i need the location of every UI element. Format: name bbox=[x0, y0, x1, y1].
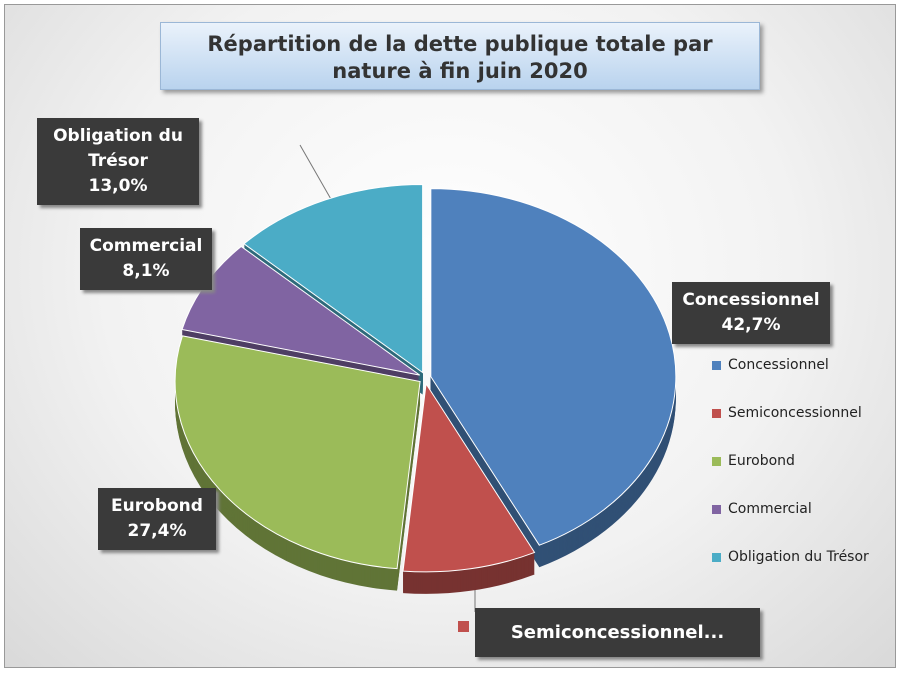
chart-title: Répartition de la dette publique totale … bbox=[160, 22, 760, 90]
label-value: 13,0% bbox=[88, 176, 148, 196]
label-value: 8,1% bbox=[122, 261, 170, 281]
legend-text: Commercial bbox=[728, 501, 812, 517]
legend-text: Semiconcessionnel bbox=[728, 405, 862, 421]
label-value: 42,7% bbox=[721, 315, 781, 335]
slice bbox=[174, 335, 421, 570]
legend-swatch bbox=[712, 361, 721, 370]
legend-item: Eurobond bbox=[712, 452, 892, 500]
label-name: Obligation du Trésor bbox=[53, 126, 183, 171]
legend-text: Concessionnel bbox=[728, 357, 829, 373]
label-name: Commercial bbox=[89, 236, 203, 256]
legend-text: Eurobond bbox=[728, 453, 795, 469]
legend-text: Obligation du Trésor bbox=[728, 549, 869, 565]
data-label: Eurobond 27,4% bbox=[98, 488, 216, 550]
legend-item: Commercial bbox=[712, 500, 892, 548]
data-label: Semiconcessionnel... bbox=[475, 608, 760, 657]
leader-line bbox=[299, 144, 337, 209]
legend-swatch bbox=[712, 409, 721, 418]
slice bbox=[430, 188, 677, 546]
data-label: Obligation du Trésor 13,0% bbox=[37, 118, 199, 205]
data-label: Concessionnel 42,7% bbox=[672, 282, 830, 344]
slice bbox=[243, 183, 424, 374]
legend-item: Concessionnel bbox=[712, 356, 892, 404]
label-name: Concessionnel bbox=[682, 290, 820, 310]
legend-item: Obligation du Trésor bbox=[712, 548, 892, 596]
legend-item: Semiconcessionnel bbox=[712, 404, 892, 452]
legend-swatch bbox=[712, 505, 721, 514]
legend: Concessionnel Semiconcessionnel Eurobond Co… bbox=[712, 356, 892, 596]
label-name: Eurobond bbox=[111, 496, 203, 516]
label-value: 27,4% bbox=[127, 521, 187, 541]
label-key bbox=[458, 621, 469, 632]
legend-swatch bbox=[712, 553, 721, 562]
slice bbox=[402, 382, 536, 573]
legend-swatch bbox=[712, 457, 721, 466]
data-label: Commercial 8,1% bbox=[80, 228, 212, 290]
label-name: Semiconcessionnel... bbox=[510, 622, 725, 643]
